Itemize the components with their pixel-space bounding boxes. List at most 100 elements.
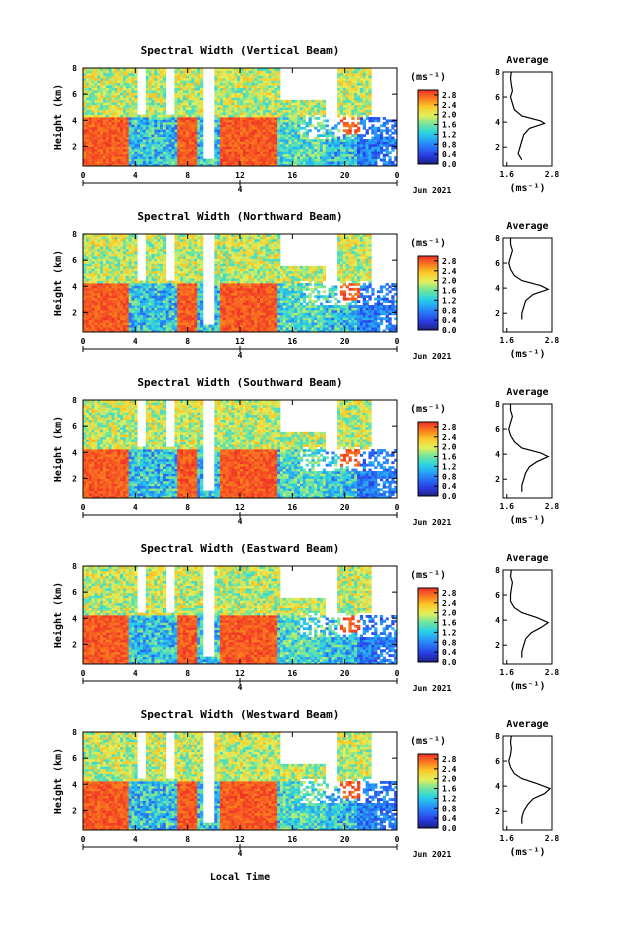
heatmap-cell bbox=[145, 109, 150, 113]
heatmap-cell bbox=[114, 312, 118, 316]
heatmap-cell bbox=[259, 156, 264, 160]
heatmap-cell bbox=[162, 163, 167, 167]
heatmap-cell bbox=[245, 117, 249, 120]
heatmap-cell bbox=[385, 139, 389, 142]
heatmap-cell bbox=[165, 134, 170, 137]
heatmap-cell bbox=[265, 114, 269, 118]
heatmap-cell bbox=[251, 70, 255, 74]
heatmap-cell bbox=[328, 156, 332, 160]
heatmap-cell bbox=[368, 126, 372, 130]
heatmap-cell bbox=[348, 107, 352, 111]
heatmap-cell bbox=[162, 104, 167, 108]
heatmap-cell bbox=[257, 163, 261, 167]
heatmap-cell bbox=[357, 156, 361, 160]
heatmap-cell bbox=[174, 243, 178, 247]
heatmap-cell bbox=[117, 109, 121, 113]
heatmap-cell bbox=[374, 134, 378, 137]
heatmap-cell bbox=[142, 309, 147, 313]
heatmap-cell bbox=[114, 317, 118, 321]
heatmap-cell bbox=[345, 134, 349, 137]
heatmap-cell bbox=[217, 139, 221, 142]
heatmap-cell bbox=[120, 161, 124, 164]
heatmap-cell bbox=[154, 161, 158, 164]
heatmap-cell bbox=[145, 72, 150, 76]
heatmap-cell bbox=[105, 236, 110, 240]
heatmap-cell bbox=[91, 265, 95, 269]
heatmap-cell bbox=[131, 119, 135, 123]
heatmap-cell bbox=[154, 241, 158, 245]
heatmap-cell bbox=[105, 68, 110, 71]
heatmap-cell bbox=[108, 139, 112, 142]
heatmap-cell bbox=[285, 156, 289, 160]
heatmap-cell bbox=[217, 146, 221, 150]
heatmap-cell bbox=[174, 156, 178, 160]
heatmap-cell bbox=[91, 85, 95, 88]
heatmap-cell bbox=[185, 139, 190, 142]
heatmap-cell bbox=[180, 260, 184, 264]
heatmap-cell bbox=[145, 99, 150, 103]
heatmap-cell bbox=[248, 87, 252, 91]
heatmap-cell bbox=[151, 109, 155, 113]
heatmap-cell bbox=[117, 329, 121, 333]
heatmap-cell bbox=[94, 253, 98, 257]
heatmap-cell bbox=[391, 139, 395, 142]
heatmap-cell bbox=[134, 290, 138, 294]
heatmap-cell bbox=[362, 102, 366, 106]
heatmap-cell bbox=[137, 143, 141, 147]
heatmap-cell bbox=[228, 148, 232, 152]
heatmap-cell bbox=[325, 146, 329, 150]
heatmap-cell bbox=[254, 97, 258, 101]
heatmap-cell bbox=[131, 241, 135, 245]
heatmap-cell bbox=[91, 270, 95, 274]
heatmap-cell bbox=[182, 112, 187, 115]
heatmap-cell bbox=[91, 77, 95, 81]
heatmap-cell bbox=[171, 141, 175, 145]
heatmap-cell bbox=[345, 92, 349, 96]
heatmap-cell bbox=[314, 126, 318, 130]
heatmap-cell bbox=[120, 126, 124, 130]
heatmap-cell bbox=[382, 148, 386, 152]
heatmap-cell bbox=[137, 295, 141, 299]
heatmap-cell bbox=[337, 112, 341, 115]
heatmap-cell bbox=[191, 163, 195, 167]
heatmap-cell bbox=[177, 94, 181, 98]
heatmap-cell bbox=[105, 80, 110, 84]
heatmap-cell bbox=[88, 70, 92, 74]
heatmap-cell bbox=[365, 161, 369, 164]
heatmap-cell bbox=[83, 126, 87, 130]
heatmap-cell bbox=[114, 329, 118, 333]
heatmap-cell bbox=[148, 305, 152, 308]
heatmap-cell bbox=[162, 312, 167, 316]
heatmap-cell bbox=[242, 124, 247, 128]
heatmap-cell bbox=[177, 329, 181, 333]
heatmap-cell bbox=[182, 148, 187, 152]
heatmap-cell bbox=[97, 158, 101, 162]
heatmap-cell bbox=[108, 143, 112, 147]
heatmap-cell bbox=[154, 117, 158, 120]
heatmap-cell bbox=[314, 99, 318, 103]
heatmap-cell bbox=[145, 268, 150, 272]
heatmap-cell bbox=[334, 151, 338, 155]
heatmap-cell bbox=[197, 148, 201, 152]
heatmap-cell bbox=[322, 124, 327, 128]
heatmap-cell bbox=[334, 124, 338, 128]
heatmap-cell bbox=[237, 121, 241, 125]
heatmap-cell bbox=[279, 102, 284, 106]
heatmap-cell bbox=[225, 136, 229, 140]
heatmap-cell bbox=[357, 94, 361, 98]
heatmap-cell bbox=[162, 258, 167, 262]
heatmap-cell bbox=[322, 151, 327, 155]
heatmap-cell bbox=[222, 139, 227, 142]
heatmap-cell bbox=[85, 329, 90, 333]
heatmap-cell bbox=[285, 121, 289, 125]
heatmap-cell bbox=[222, 90, 227, 93]
heatmap-cell bbox=[185, 260, 190, 264]
heatmap-cell bbox=[268, 146, 272, 150]
heatmap-cell bbox=[277, 109, 281, 113]
heatmap-cell bbox=[279, 134, 284, 137]
heatmap-cell bbox=[262, 158, 267, 162]
heatmap-cell bbox=[362, 82, 366, 86]
heatmap-cell bbox=[177, 134, 181, 137]
heatmap-cell bbox=[248, 104, 252, 108]
heatmap-cell bbox=[91, 75, 95, 79]
